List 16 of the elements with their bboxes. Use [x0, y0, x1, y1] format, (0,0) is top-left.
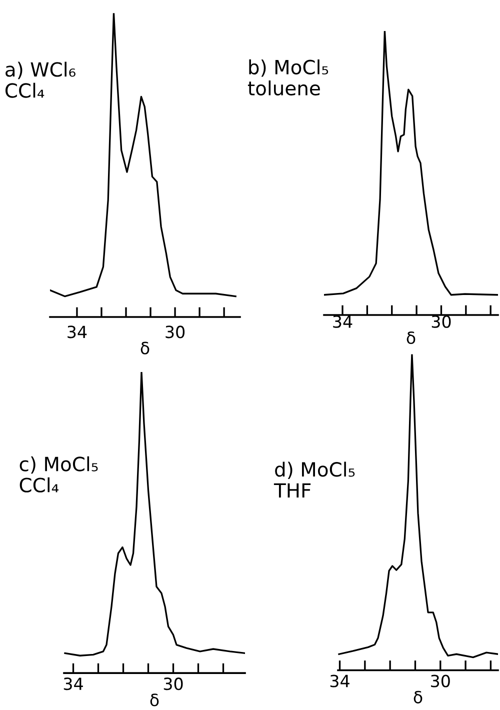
- x-axis-title: δ: [150, 694, 159, 706]
- x-axis-title: δ: [140, 342, 150, 354]
- x-tick-label: 30: [431, 674, 450, 688]
- x-tick-label: 34: [68, 326, 87, 338]
- x-axis-title: δ: [406, 331, 416, 344]
- x-tick-label: 34: [330, 674, 350, 688]
- x-tick-label: 30: [166, 326, 185, 338]
- x-tick-label: 34: [64, 678, 83, 690]
- x-axis-title: δ: [414, 690, 422, 704]
- x-tick-label: 30: [432, 315, 451, 328]
- text: c) MoCl₅ CCl₄: [20, 456, 98, 492]
- x-tick-label: 30: [164, 678, 183, 690]
- text: d) MoCl₅ THF: [274, 462, 355, 498]
- x-tick-label: 34: [333, 315, 352, 328]
- text: b) MoCl₅ toluene: [248, 59, 328, 96]
- text: a) WCl₆ CCl₄: [5, 62, 76, 98]
